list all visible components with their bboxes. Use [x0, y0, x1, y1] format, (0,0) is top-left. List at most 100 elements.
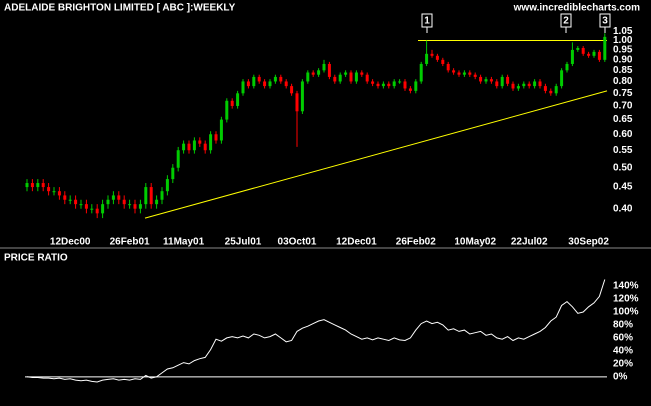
- y-tick-label: 0.40: [613, 203, 633, 214]
- candle-body: [333, 76, 337, 82]
- candle-body: [160, 191, 164, 200]
- candle-body: [452, 70, 456, 73]
- candle-body: [554, 86, 558, 94]
- candle-body: [290, 86, 294, 94]
- y-tick-label: 0%: [613, 371, 628, 382]
- source: www.incrediblecharts.com: [513, 3, 640, 14]
- candle-body: [495, 81, 499, 87]
- candle-body: [47, 187, 51, 192]
- candle-body: [74, 199, 78, 205]
- candle-body: [468, 72, 472, 75]
- x-tick-label: 26Feb02: [396, 237, 436, 248]
- candle-body: [533, 81, 537, 87]
- candle-body: [354, 72, 358, 82]
- annotation: 3: [602, 16, 608, 27]
- candle-body: [268, 81, 272, 87]
- candle-body: [165, 179, 169, 192]
- candle-body: [408, 88, 412, 91]
- candle-body: [506, 76, 510, 84]
- candle-body: [603, 36, 607, 60]
- candle-body: [230, 100, 234, 106]
- candle-body: [182, 143, 186, 151]
- candle-body: [236, 93, 240, 106]
- x-tick-label: 25Jul01: [225, 237, 262, 248]
- candle-body: [209, 134, 213, 151]
- candle-body: [527, 83, 531, 87]
- y-tick-label: 80%: [613, 320, 633, 331]
- candle-body: [171, 167, 175, 180]
- candle-body: [543, 86, 547, 91]
- candle-body: [349, 72, 353, 82]
- candle-body: [225, 100, 229, 120]
- y-tick-label: 0.55: [613, 145, 633, 156]
- candle-body: [133, 204, 137, 209]
- candle-body: [117, 195, 121, 200]
- y-tick-label: 140%: [613, 281, 639, 292]
- y-tick-label: 60%: [613, 333, 633, 344]
- candle-body: [84, 204, 88, 209]
- candle-body: [52, 191, 56, 193]
- candle-body: [122, 199, 126, 205]
- candle-body: [155, 199, 159, 205]
- candle-body: [419, 63, 423, 82]
- candle-body: [36, 183, 40, 188]
- candle-body: [95, 208, 99, 214]
- candle-body: [457, 72, 461, 75]
- candle-body: [403, 81, 407, 89]
- y-tick-label: 0.70: [613, 101, 633, 112]
- candle-body: [549, 90, 553, 94]
- candle-body: [214, 134, 218, 141]
- candle-body: [322, 63, 326, 71]
- candle-body: [300, 81, 304, 112]
- candle-body: [398, 81, 402, 83]
- x-tick-label: 11May01: [163, 237, 205, 248]
- candle-body: [381, 83, 385, 87]
- candle-body: [538, 81, 542, 87]
- candle-body: [149, 187, 153, 205]
- candle-body: [565, 63, 569, 71]
- x-tick-label: 12Dec00: [50, 237, 91, 248]
- candle-body: [219, 119, 223, 141]
- candle-body: [570, 49, 574, 64]
- candle-body: [187, 143, 191, 151]
- candle-body: [365, 74, 369, 82]
- candle-body: [101, 204, 105, 214]
- y-tick-label: 0.85: [613, 65, 633, 76]
- candle-body: [371, 81, 375, 84]
- y-tick-label: 0.60: [613, 129, 633, 140]
- y-tick-label: 0.65: [613, 114, 633, 125]
- candle-body: [576, 47, 580, 50]
- candle-body: [257, 76, 261, 82]
- candle-body: [581, 47, 585, 54]
- candle-body: [68, 199, 72, 201]
- candle-body: [279, 76, 283, 82]
- candle-body: [111, 195, 115, 200]
- y-tick-label: 0.75: [613, 88, 633, 99]
- x-tick-label: 26Feb01: [110, 237, 150, 248]
- x-tick-label: 03Oct01: [278, 237, 317, 248]
- candle-body: [90, 208, 94, 210]
- annotation: 2: [563, 16, 569, 27]
- candle-body: [295, 93, 299, 112]
- candle-body: [511, 83, 515, 89]
- candle-body: [263, 81, 267, 87]
- candle-body: [306, 72, 310, 82]
- x-tick-label: 30Sep02: [568, 237, 609, 248]
- y-tick-label: 0.95: [613, 45, 633, 56]
- candle-body: [317, 70, 321, 75]
- y-tick-label: 20%: [613, 358, 633, 369]
- candle-body: [57, 191, 61, 196]
- y-tick-label: 0.50: [613, 162, 633, 173]
- candle-body: [592, 51, 596, 56]
- candle-body: [144, 187, 148, 205]
- candle-body: [392, 81, 396, 87]
- candle-body: [79, 204, 83, 206]
- y-tick-label: 1.05: [613, 26, 633, 37]
- candle-body: [252, 76, 256, 87]
- y-tick-label: 120%: [613, 294, 639, 305]
- candle-body: [41, 183, 45, 188]
- candle-body: [522, 83, 526, 87]
- candle-body: [63, 195, 67, 200]
